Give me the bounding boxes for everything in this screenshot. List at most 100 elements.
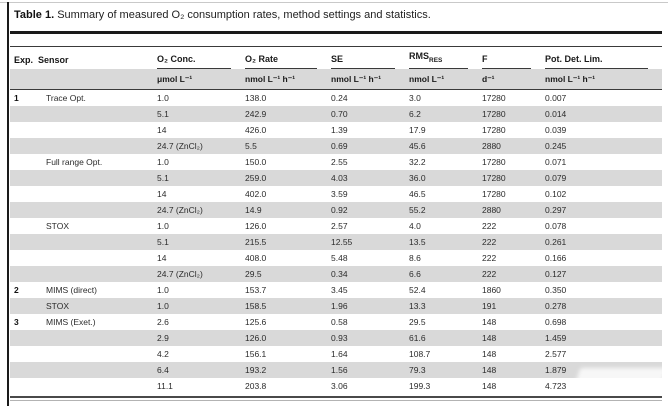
cell-pdl: 0.007 <box>545 93 567 103</box>
cell-conc: 11.1 <box>157 381 173 391</box>
column-header-label: Sensor <box>38 55 69 65</box>
cell-rms: 46.5 <box>409 189 426 199</box>
cell-se: 3.59 <box>331 189 348 199</box>
column-unit-pdl: nmol L⁻¹ h⁻¹ <box>545 69 662 90</box>
cell-f: 222 <box>482 253 497 263</box>
cell-rms: 79.3 <box>409 362 482 378</box>
cell-sensor: MIMS (direct) <box>46 285 97 295</box>
cell-se: 1.64 <box>331 349 348 359</box>
cell-pdl: 0.102 <box>545 189 567 199</box>
cell-exp <box>10 266 38 282</box>
cell-exp <box>10 170 38 186</box>
cell-pdl: 0.166 <box>545 253 567 263</box>
cell-sensor <box>38 138 157 154</box>
cell-se: 5.48 <box>331 253 348 263</box>
table-row: 5.1 259.0 4.03 36.0 17280 0.079 <box>10 170 662 186</box>
table-bottom-rule <box>10 396 662 401</box>
table-row: 5.1 242.9 0.70 6.2 17280 0.014 <box>10 106 662 122</box>
cell-rms: 4.0 <box>409 221 421 231</box>
cell-exp <box>10 362 38 378</box>
column-header-f: F <box>482 47 545 69</box>
column-left-rule <box>7 2 9 406</box>
cell-rate: 215.5 <box>245 234 331 250</box>
table-row: 3 MIMS (Exet.) 2.6 125.6 0.58 29.5 148 0.698 <box>10 314 662 330</box>
cell-exp <box>10 298 38 314</box>
cell-rms: 52.4 <box>409 285 426 295</box>
cell-conc: 24.7 (ZnCl₂) <box>157 138 245 154</box>
cell-conc: 5.1 <box>157 234 245 250</box>
cell-exp <box>10 106 38 122</box>
cell-sensor: MIMS (Exet.) <box>46 317 96 327</box>
cell-f: 1860 <box>482 285 501 295</box>
data-table: Exp. Sensor O₂ Conc. O₂ Rate SE RMSRES F Pot. D… <box>10 47 662 394</box>
cell-pdl: 0.278 <box>545 298 662 314</box>
cell-se: 4.03 <box>331 170 409 186</box>
table-row: 14 402.0 3.59 46.5 17280 0.102 <box>10 186 662 202</box>
cell-se: 2.55 <box>331 157 348 167</box>
cell-sensor <box>38 266 157 282</box>
cell-se: 1.39 <box>331 125 348 135</box>
cell-pdl: 0.261 <box>545 234 662 250</box>
cell-rate: 402.0 <box>245 189 267 199</box>
table-row: Full range Opt. 1.0 150.0 2.55 32.2 17280 0.07… <box>10 154 662 170</box>
column-unit-exp <box>10 69 38 90</box>
cell-se: 0.34 <box>331 266 409 282</box>
table-body: 1 Trace Opt. 1.0 138.0 0.24 3.0 17280 0.007 5.1 2… <box>10 90 662 395</box>
cell-se: 3.06 <box>331 381 348 391</box>
cell-f: 2880 <box>482 138 545 154</box>
cell-sensor <box>38 250 157 266</box>
column-header-rate: O₂ Rate <box>245 47 331 69</box>
table-row: STOX 1.0 126.0 2.57 4.0 222 0.078 <box>10 218 662 234</box>
cell-rate: 259.0 <box>245 170 331 186</box>
cell-conc: 1.0 <box>157 221 169 231</box>
cell-pdl: 0.245 <box>545 138 662 154</box>
table-caption: Table 1. Summary of measured O₂ consumpt… <box>14 9 654 21</box>
table-row: 2.9 126.0 0.93 61.6 148 1.459 <box>10 330 662 346</box>
cell-exp: 2 <box>14 285 19 295</box>
cell-exp <box>10 154 38 170</box>
cell-sensor <box>38 330 157 346</box>
cell-conc: 5.1 <box>157 170 245 186</box>
table-row: 14 426.0 1.39 17.9 17280 0.039 <box>10 122 662 138</box>
cell-f: 17280 <box>482 125 506 135</box>
table-row: 2 MIMS (direct) 1.0 153.7 3.45 52.4 1860 0.350 <box>10 282 662 298</box>
column-header-exp: Exp. <box>10 47 38 69</box>
cell-rate: 14.9 <box>245 202 331 218</box>
cell-rms: 61.6 <box>409 330 482 346</box>
cell-se: 0.92 <box>331 202 409 218</box>
cell-pdl: 0.297 <box>545 202 662 218</box>
cell-exp <box>10 186 38 202</box>
column-header-label: Pot. Det. Lim. <box>545 54 603 64</box>
cell-f: 17280 <box>482 106 545 122</box>
cell-rms: 13.3 <box>409 298 482 314</box>
cell-se: 12.55 <box>331 234 409 250</box>
cell-rate: 29.5 <box>245 266 331 282</box>
cell-f: 222 <box>482 266 545 282</box>
cell-rate: 125.6 <box>245 317 267 327</box>
cell-sensor <box>38 202 157 218</box>
cell-pdl: 0.698 <box>545 317 567 327</box>
cell-conc: 1.0 <box>157 298 245 314</box>
cell-rms: 55.2 <box>409 202 482 218</box>
table-row: STOX 1.0 158.5 1.96 13.3 191 0.278 <box>10 298 662 314</box>
cell-pdl: 0.079 <box>545 170 662 186</box>
column-header-label: RMS <box>409 51 429 62</box>
column-header-subscript: RES <box>429 57 443 64</box>
cell-f: 17280 <box>482 93 506 103</box>
cell-sensor: Full range Opt. <box>46 157 103 167</box>
cell-se: 2.57 <box>331 221 348 231</box>
cell-se: 0.24 <box>331 93 348 103</box>
cell-conc: 24.7 (ZnCl₂) <box>157 202 245 218</box>
cell-sensor: STOX <box>46 221 69 231</box>
column-header-label: F <box>482 54 488 64</box>
cell-conc: 6.4 <box>157 362 245 378</box>
cell-sensor <box>38 234 157 250</box>
cell-pdl: 0.039 <box>545 125 567 135</box>
column-unit-se: nmol L⁻¹ h⁻¹ <box>331 69 409 90</box>
cell-rate: 156.1 <box>245 349 267 359</box>
cell-se: 0.93 <box>331 330 409 346</box>
table-top-rule <box>10 46 662 47</box>
cell-rms: 17.9 <box>409 125 426 135</box>
column-header-label: Exp. <box>14 55 34 65</box>
cell-pdl: 0.078 <box>545 221 567 231</box>
